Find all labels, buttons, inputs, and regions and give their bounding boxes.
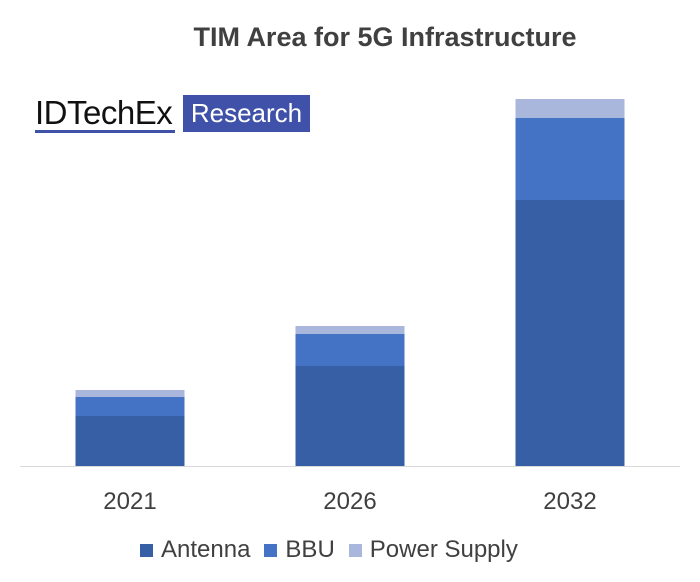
bar-power-supply-2026 [295, 326, 405, 334]
x-tick-label: 2026 [323, 488, 376, 515]
legend-swatch [140, 543, 153, 557]
legend: Antenna BBU Power Supply [140, 536, 518, 564]
bar-antenna-2021 [75, 416, 185, 466]
bar-bbu-2021 [75, 397, 185, 416]
bar-antenna-2026 [295, 366, 405, 466]
bar-power-supply-2032 [515, 99, 625, 118]
idtechex-logo: IDTechEx Research [35, 95, 315, 133]
legend-item: BBU [264, 536, 335, 564]
legend-item: Power Supply [348, 536, 518, 564]
legend-swatch [348, 543, 362, 557]
bar-power-supply-2021 [75, 390, 185, 397]
legend-swatch [264, 543, 278, 557]
legend-label: Antenna [161, 536, 251, 563]
legend-label: BBU [285, 536, 335, 563]
bar-bbu-2032 [515, 118, 625, 200]
logo-text: IDTechEx [35, 94, 173, 131]
logo-research-box: Research [183, 95, 310, 132]
bar-antenna-2032 [515, 200, 625, 466]
x-tick-label: 2021 [103, 488, 156, 515]
logo-underline [35, 130, 175, 133]
chart-title: TIM Area for 5G Infrastructure [193, 22, 577, 52]
legend-label: Power Supply [369, 536, 518, 563]
bar-bbu-2026 [295, 334, 405, 366]
x-tick-label: 2032 [543, 488, 596, 515]
legend-item: Antenna [140, 536, 250, 564]
